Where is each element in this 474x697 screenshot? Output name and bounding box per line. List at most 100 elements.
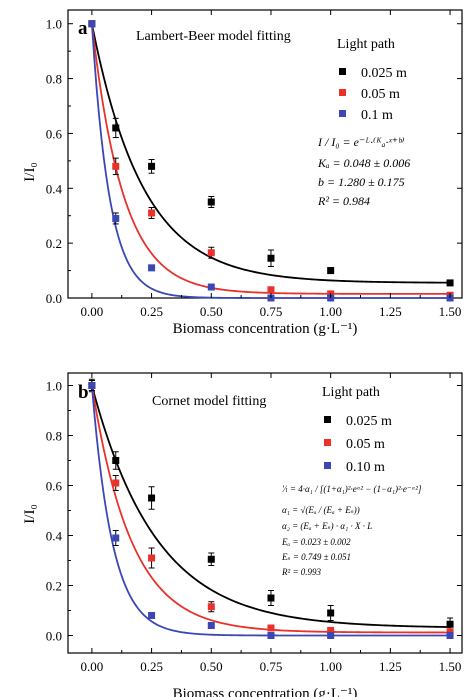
y-tick-label: 0.0: [46, 291, 62, 306]
legend-label: 0.025 m: [361, 66, 407, 81]
data-point: [446, 628, 454, 636]
data-point: [267, 594, 275, 602]
legend-marker: [324, 462, 331, 469]
data-point: [88, 382, 96, 389]
y-tick-label: 0.2: [46, 236, 62, 251]
x-tick-label: 0.50: [200, 659, 223, 674]
y-axis-label-b: I/I₀: [22, 504, 38, 523]
data-point: [327, 627, 335, 634]
data-point: [446, 620, 454, 628]
legend-marker: [324, 416, 331, 423]
x-tick-label: 1.25: [379, 659, 402, 674]
x-tick-label: 0.25: [140, 659, 163, 674]
legend-marker: [339, 110, 346, 117]
data-point: [327, 609, 335, 617]
x-tick-label: 1.00: [319, 659, 342, 674]
data-point: [327, 267, 335, 275]
panel-a: a Lambert-Beer model fitting Light path …: [22, 9, 463, 337]
legend-title-a: Light path: [337, 37, 395, 52]
x-tick-label: 1.50: [439, 659, 462, 674]
y-tick-label: 0.8: [46, 429, 62, 444]
equations-b: ′⁄ₗ = 4·α₁ / [(1+α₁)²·eᵅ² − (1−α₁)²·e⁻ᵅ²…: [281, 484, 422, 577]
x-tick-label: 0.25: [140, 304, 163, 319]
equation-a-3: b = 1.280 ± 0.175: [318, 175, 405, 189]
x-tick-label: 1.50: [439, 304, 462, 319]
equation-b-1: ′⁄ₗ = 4·α₁ / [(1+α₁)²·eᵅ² − (1−α₁)²·e⁻ᵅ²…: [282, 484, 422, 494]
y-axis-ticks-b: 0.0 0.2 0.4 0.6 0.8 1.0: [46, 379, 462, 644]
y-tick-label: 0.6: [46, 479, 63, 494]
data-point: [112, 124, 120, 132]
data-point: [112, 214, 120, 222]
x-axis-label-a: Biomass concentration (g·L⁻¹): [173, 321, 358, 337]
fit-curve-0.025m: [90, 23, 451, 284]
data-point: [88, 20, 96, 28]
data-point: [112, 534, 120, 542]
data-point: [148, 554, 156, 562]
data-point: [267, 632, 275, 639]
legend-title-b: Light path: [322, 385, 380, 400]
data-point: [112, 162, 120, 170]
x-tick-label: 0.00: [81, 659, 104, 674]
chart-title-b: Cornet model fitting: [152, 394, 266, 409]
data-point: [327, 632, 335, 639]
y-tick-label: 0.4: [46, 181, 63, 196]
y-tick-label: 0.2: [46, 579, 62, 594]
x-tick-label: 0.50: [200, 304, 223, 319]
legend-a: 0.025 m 0.05 m 0.1 m: [339, 66, 407, 123]
legend-label: 0.05 m: [361, 87, 400, 102]
legend-marker: [324, 439, 331, 446]
legend-marker: [339, 68, 346, 75]
equation-b-4: Eₐ = 0.023 ± 0.002: [281, 537, 351, 547]
data-point: [446, 279, 454, 287]
y-tick-label: 1.0: [46, 17, 62, 32]
legend-label: 0.1 m: [361, 108, 393, 123]
data-point: [267, 624, 275, 632]
y-tick-label: 1.0: [46, 379, 62, 394]
data-point: [207, 555, 215, 563]
data-point: [207, 198, 215, 206]
x-tick-label: 0.75: [260, 304, 283, 319]
data-point: [446, 632, 454, 639]
equation-b-2: α₁ = √(Eₐ / (Eₐ + Eₛ)): [282, 505, 360, 515]
legend-b: 0.025 m 0.05 m 0.10 m: [324, 414, 392, 475]
x-tick-label: 1.25: [379, 304, 402, 319]
data-point: [148, 612, 156, 619]
fit-curve-0.025m: [91, 385, 451, 628]
equation-b-6: R² = 0.993: [281, 567, 322, 577]
equation-b-5: Eₛ = 0.749 ± 0.051: [281, 552, 351, 562]
data-point: [207, 622, 215, 629]
legend-label: 0.10 m: [346, 460, 385, 475]
x-axis-ticks-b: 0.00 0.25 0.50 0.75 1.00 1.25 1.50: [81, 373, 462, 674]
y-axis-label-a: I/I₀: [22, 162, 38, 181]
y-tick-label: 0.0: [46, 629, 62, 644]
data-point: [112, 479, 120, 487]
data-point: [148, 162, 156, 170]
panel-b: b Cornet model fitting Light path 0.025 …: [22, 372, 463, 697]
equation-a-4: R² = 0.984: [317, 194, 370, 208]
x-tick-label: 1.00: [319, 304, 342, 319]
plot-frame-b: [67, 372, 463, 654]
data-point: [148, 209, 156, 217]
equation-a-1: I / I₀ = e⁻ᴸ·⁽ᴷₐ·ˣ⁺ᵇ⁾: [317, 135, 404, 149]
data-point: [207, 249, 215, 257]
equation-a-2: Kₐ = 0.048 ± 0.006: [317, 156, 410, 170]
legend-label: 0.05 m: [346, 437, 385, 452]
data-point: [267, 254, 275, 262]
legend-label: 0.025 m: [346, 414, 392, 429]
data-point: [148, 494, 156, 502]
equation-b-3: α₂ = (Eₐ + Eₛ) · α₁ · X · L: [282, 521, 372, 531]
data-point: [267, 286, 275, 294]
y-tick-label: 0.6: [46, 126, 63, 141]
y-axis-ticks-a: 0.0 0.2 0.4 0.6 0.8 1.0: [46, 17, 462, 306]
x-tick-label: 0.00: [81, 304, 104, 319]
plot-area-b: [88, 378, 454, 639]
x-axis-ticks-a: 0.00 0.25 0.50 0.75 1.00 1.25 1.50: [81, 10, 462, 319]
data-point: [207, 283, 215, 291]
y-tick-label: 0.8: [46, 72, 62, 87]
x-axis-label-b: Biomass concentration (g·L⁻¹): [173, 686, 358, 697]
x-tick-label: 0.75: [260, 659, 283, 674]
legend-marker: [339, 89, 346, 96]
panel-label-a: a: [78, 18, 88, 39]
data-point: [112, 457, 120, 464]
